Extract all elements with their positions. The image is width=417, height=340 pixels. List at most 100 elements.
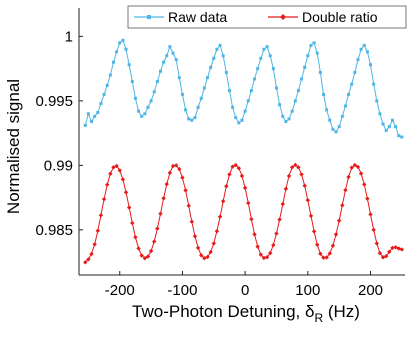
data-point <box>334 130 338 134</box>
data-point <box>331 127 335 131</box>
data-point <box>187 117 191 121</box>
y-tick-label: 0.995 <box>35 93 73 110</box>
data-point <box>328 118 332 122</box>
data-point <box>353 70 357 74</box>
data-point <box>242 185 248 191</box>
data-point <box>325 108 329 112</box>
data-point <box>161 196 166 201</box>
data-point <box>387 249 392 254</box>
data-point <box>215 47 219 51</box>
y-tick-label: 1 <box>65 28 73 45</box>
data-point <box>300 77 304 81</box>
data-point <box>249 89 253 93</box>
data-point <box>400 135 404 139</box>
data-point <box>347 92 351 96</box>
data-point <box>114 163 119 169</box>
data-point <box>123 190 129 195</box>
data-point <box>394 125 398 129</box>
series-line <box>84 164 403 263</box>
data-point <box>268 54 272 58</box>
data-point <box>98 213 104 218</box>
data-point <box>318 70 322 74</box>
data-point <box>381 122 385 126</box>
data-point <box>296 165 301 170</box>
data-point <box>327 251 332 256</box>
data-point <box>137 109 141 113</box>
data-point <box>371 227 376 233</box>
data-point <box>384 129 388 133</box>
data-point <box>95 228 101 233</box>
data-point <box>127 63 131 67</box>
data-point <box>236 166 242 171</box>
data-point <box>205 254 210 260</box>
data-point <box>324 255 329 260</box>
data-point <box>220 199 226 204</box>
data-point <box>199 96 203 100</box>
data-point <box>165 54 169 58</box>
data-point <box>286 173 292 179</box>
data-point <box>387 125 391 129</box>
data-point <box>340 203 345 208</box>
x-tick-label: -100 <box>167 282 197 299</box>
data-point <box>136 246 141 251</box>
data-point <box>352 162 358 168</box>
data-point <box>142 256 148 261</box>
data-point <box>195 245 201 251</box>
data-point <box>139 253 144 258</box>
data-point <box>209 65 213 69</box>
data-point <box>180 175 185 180</box>
data-point <box>237 121 241 125</box>
data-point <box>289 165 295 170</box>
data-point <box>118 41 122 45</box>
data-point <box>171 51 175 55</box>
data-point <box>302 183 307 188</box>
data-point <box>211 241 216 246</box>
data-point <box>233 162 238 168</box>
data-point <box>299 172 304 177</box>
data-point <box>231 105 235 109</box>
data-point <box>396 246 401 251</box>
data-point <box>83 123 87 127</box>
data-point <box>105 83 109 87</box>
data-point <box>115 50 119 54</box>
y-axis-label: Normalised signal <box>4 79 23 214</box>
axes: -200 -100 0 100 200 0.985 0.99 0.995 1 Two-Photon… <box>4 8 405 325</box>
data-point <box>183 188 188 193</box>
data-point <box>130 80 134 84</box>
data-point <box>162 60 166 64</box>
data-point <box>258 252 264 257</box>
x-tick-label: 100 <box>295 282 320 299</box>
series-double-ratio <box>83 162 405 265</box>
data-point <box>149 99 153 103</box>
data-point <box>214 228 220 234</box>
data-point <box>101 196 107 202</box>
data-point <box>174 58 178 62</box>
legend: Raw data Double ratio <box>127 5 407 29</box>
data-point <box>356 58 360 62</box>
data-point <box>143 112 147 116</box>
data-point <box>193 116 197 120</box>
data-point <box>206 76 210 80</box>
data-point <box>321 255 326 260</box>
data-point <box>159 69 162 73</box>
data-point <box>111 165 116 170</box>
data-point <box>224 184 229 189</box>
data-point <box>340 114 344 118</box>
data-point <box>343 187 348 193</box>
data-point <box>306 54 310 58</box>
data-point <box>262 47 266 51</box>
legend-box <box>127 5 407 29</box>
data-point <box>378 112 382 116</box>
data-point <box>202 86 206 90</box>
data-point <box>133 235 138 240</box>
x-tick-label: 200 <box>358 282 383 299</box>
x-tick-label: -200 <box>105 282 135 299</box>
data-point <box>124 47 128 51</box>
data-point <box>189 219 195 224</box>
data-point <box>308 213 314 219</box>
data-point <box>256 67 260 71</box>
data-point <box>255 244 260 249</box>
data-point <box>192 234 198 239</box>
data-point <box>315 51 319 55</box>
